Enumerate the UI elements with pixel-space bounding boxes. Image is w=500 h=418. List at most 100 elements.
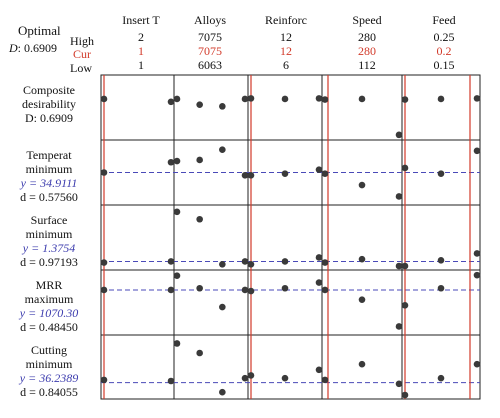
data-point (167, 158, 175, 166)
data-point (401, 391, 409, 399)
factor-low-2: 6 (283, 58, 289, 72)
data-point (219, 103, 226, 110)
response-line1-0: Composite (23, 83, 75, 97)
data-point (100, 376, 108, 384)
data-point (167, 377, 175, 385)
data-point (281, 95, 289, 103)
data-point (358, 296, 366, 303)
data-point (473, 271, 481, 279)
data-point (219, 303, 226, 311)
data-point (219, 388, 226, 396)
data-point (241, 95, 249, 103)
data-point (358, 181, 366, 189)
factor-high-0: 2 (138, 30, 144, 44)
factor-cur-1: 7075 (198, 44, 222, 58)
response-line2-0: desirability (22, 97, 76, 111)
data-point (196, 156, 203, 164)
response-y-text-4: y = 36.2389 (19, 371, 78, 385)
factor-cur-4: 0.2 (437, 44, 452, 58)
data-point (321, 96, 329, 103)
data-point (219, 260, 226, 268)
overall-d-label: D: 0.6909 (8, 41, 57, 55)
data-point (401, 302, 409, 309)
data-point (100, 95, 108, 103)
response-line1-2: Surface (31, 213, 68, 227)
data-point (315, 254, 323, 261)
response-y-text-2: y = 1.3754 (22, 241, 75, 255)
data-point (395, 131, 403, 139)
response-line2-1: minimum (26, 162, 73, 176)
response-line2-4: minimum (26, 357, 73, 371)
data-point (100, 169, 108, 176)
optimal-label: Optimal (18, 23, 61, 38)
data-point (401, 262, 409, 270)
data-point (395, 262, 403, 270)
data-point (247, 95, 255, 102)
data-point (281, 284, 289, 292)
data-point (437, 374, 445, 382)
data-point (241, 172, 249, 179)
data-point (247, 372, 255, 379)
data-point (196, 215, 203, 223)
data-point (219, 146, 226, 153)
data-point (281, 170, 289, 177)
data-point (173, 208, 181, 216)
factor-cur-2: 12 (280, 44, 292, 58)
data-point (315, 166, 323, 173)
data-point (358, 95, 366, 103)
data-point (247, 287, 255, 295)
data-point (173, 157, 181, 165)
response-panels (100, 74, 481, 400)
factor-high-3: 280 (358, 30, 376, 44)
data-point (395, 193, 403, 200)
factor-name-3: Speed (352, 13, 381, 27)
data-point (100, 259, 108, 266)
data-point (473, 147, 481, 155)
data-point (173, 272, 181, 280)
data-point (473, 250, 481, 257)
response-d-text-4: d = 0.84055 (20, 385, 78, 399)
data-point (241, 258, 249, 265)
data-point (100, 286, 108, 294)
response-d-text-3: d = 0.48450 (20, 320, 78, 334)
data-point (167, 258, 175, 265)
factor-low-0: 1 (138, 58, 144, 72)
response-y-text-1: y = 34.9111 (20, 176, 78, 190)
data-point (321, 286, 329, 294)
row-label-high: High (70, 34, 94, 48)
data-point (241, 374, 249, 382)
data-point (395, 323, 403, 330)
data-point (173, 95, 181, 103)
data-point (241, 286, 249, 294)
factor-headers: Insert T211Alloys707570756063Reinforc121… (122, 13, 455, 72)
data-point (196, 101, 203, 108)
data-point (196, 349, 203, 357)
data-point (247, 172, 255, 179)
data-point (321, 376, 329, 384)
data-point (437, 170, 445, 177)
factor-low-4: 0.15 (434, 58, 455, 72)
response-line2-2: minimum (26, 227, 73, 241)
factor-high-1: 7075 (198, 30, 222, 44)
data-point (401, 164, 409, 172)
row-label-low: Low (70, 61, 92, 75)
data-point (321, 259, 329, 266)
data-point (167, 286, 175, 294)
data-point (167, 98, 175, 106)
data-point (281, 258, 289, 265)
data-point (395, 380, 403, 388)
data-point (315, 279, 323, 286)
data-point (196, 284, 203, 292)
factor-low-3: 112 (358, 58, 376, 72)
data-point (315, 366, 323, 374)
data-point (321, 170, 329, 177)
response-d-text-2: d = 0.97193 (20, 255, 78, 269)
data-point (437, 257, 445, 264)
data-point (315, 95, 323, 102)
data-point (473, 360, 481, 368)
factor-name-4: Feed (432, 13, 455, 27)
data-point (437, 284, 445, 292)
factor-name-0: Insert T (122, 13, 160, 27)
response-d-text-0: D: 0.6909 (25, 111, 73, 125)
